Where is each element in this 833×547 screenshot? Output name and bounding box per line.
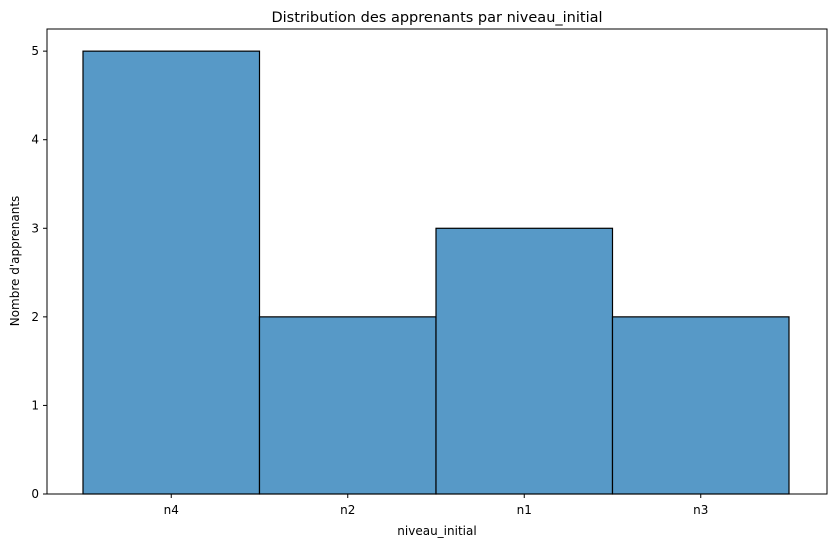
bars — [82, 50, 790, 495]
y-tick-label: 5 — [31, 44, 39, 58]
axis-ticks: n4 n2 n1 n3 0 1 2 3 4 5 — [31, 44, 708, 517]
chart-title: Distribution des apprenants par niveau_i… — [271, 10, 602, 26]
y-tick-label: 2 — [31, 310, 39, 324]
x-axis-label: niveau_initial — [397, 524, 476, 538]
y-tick-label: 4 — [31, 133, 39, 147]
bar-n4 — [82, 50, 261, 495]
y-tick-label: 1 — [31, 398, 39, 412]
bar-n1 — [435, 227, 614, 495]
y-axis-label: Nombre d'apprenants — [8, 196, 22, 327]
x-tick-label: n2 — [340, 503, 355, 517]
bar-n2 — [258, 316, 437, 495]
bar-n3 — [611, 316, 790, 495]
x-tick-label: n4 — [164, 503, 179, 517]
y-tick-label: 0 — [31, 487, 39, 501]
x-tick-label: n3 — [693, 503, 708, 517]
y-tick-label: 3 — [31, 221, 39, 235]
x-tick-label: n1 — [517, 503, 532, 517]
axes-frame — [46, 28, 828, 495]
